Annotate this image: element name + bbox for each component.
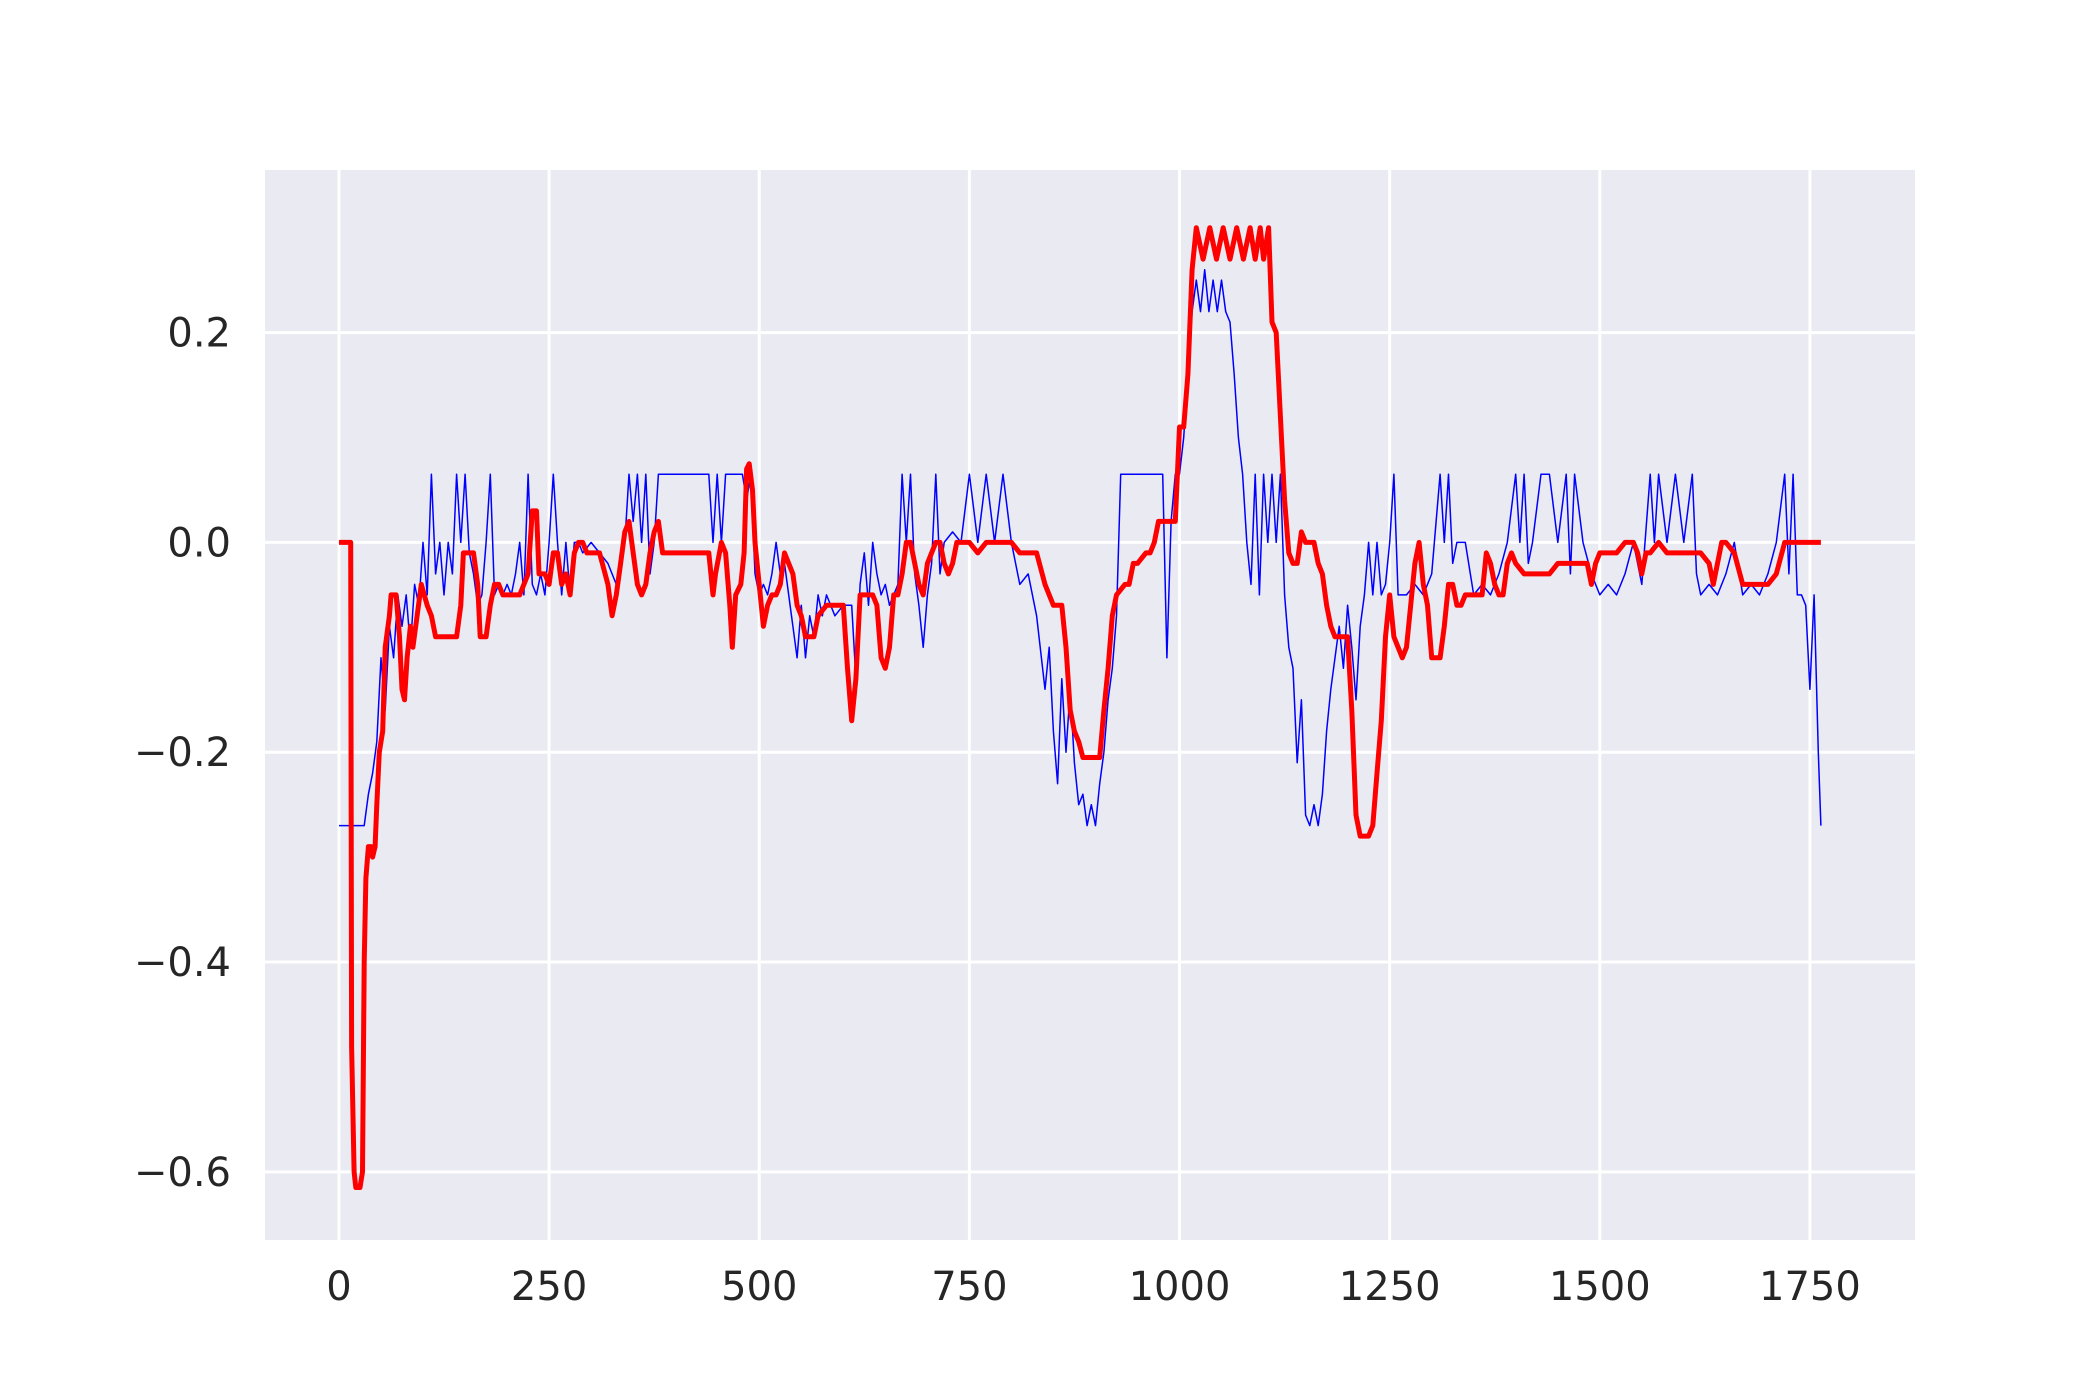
x-tick-label: 1500 bbox=[1549, 1264, 1651, 1310]
y-tick-label: 0.0 bbox=[167, 520, 231, 566]
x-tick-label: 750 bbox=[931, 1264, 1007, 1310]
x-axis-tick-labels: 0 250 500 750 1000 1250 1500 1750 bbox=[326, 1264, 1861, 1310]
x-tick-label: 0 bbox=[326, 1264, 351, 1310]
y-axis-tick-labels: 0.2 0.0 −0.2 −0.4 −0.6 bbox=[134, 311, 231, 1196]
series-layer bbox=[339, 225, 1822, 1190]
y-gridlines bbox=[265, 331, 1915, 1174]
y-tick-label: −0.2 bbox=[134, 730, 231, 776]
x-tick-label: 500 bbox=[721, 1264, 797, 1310]
y-tick-label: −0.6 bbox=[134, 1150, 231, 1196]
series-red-line bbox=[339, 225, 1821, 1190]
x-tick-label: 1000 bbox=[1129, 1264, 1231, 1310]
plot-area bbox=[265, 170, 1915, 1240]
y-tick-label: 0.2 bbox=[167, 311, 231, 357]
x-tick-label: 250 bbox=[511, 1264, 587, 1310]
series-blue-line bbox=[339, 268, 1822, 827]
x-tick-label: 1750 bbox=[1759, 1264, 1861, 1310]
y-tick-label: −0.4 bbox=[134, 940, 231, 986]
x-gridlines bbox=[337, 170, 1812, 1240]
x-tick-label: 1250 bbox=[1339, 1264, 1441, 1310]
